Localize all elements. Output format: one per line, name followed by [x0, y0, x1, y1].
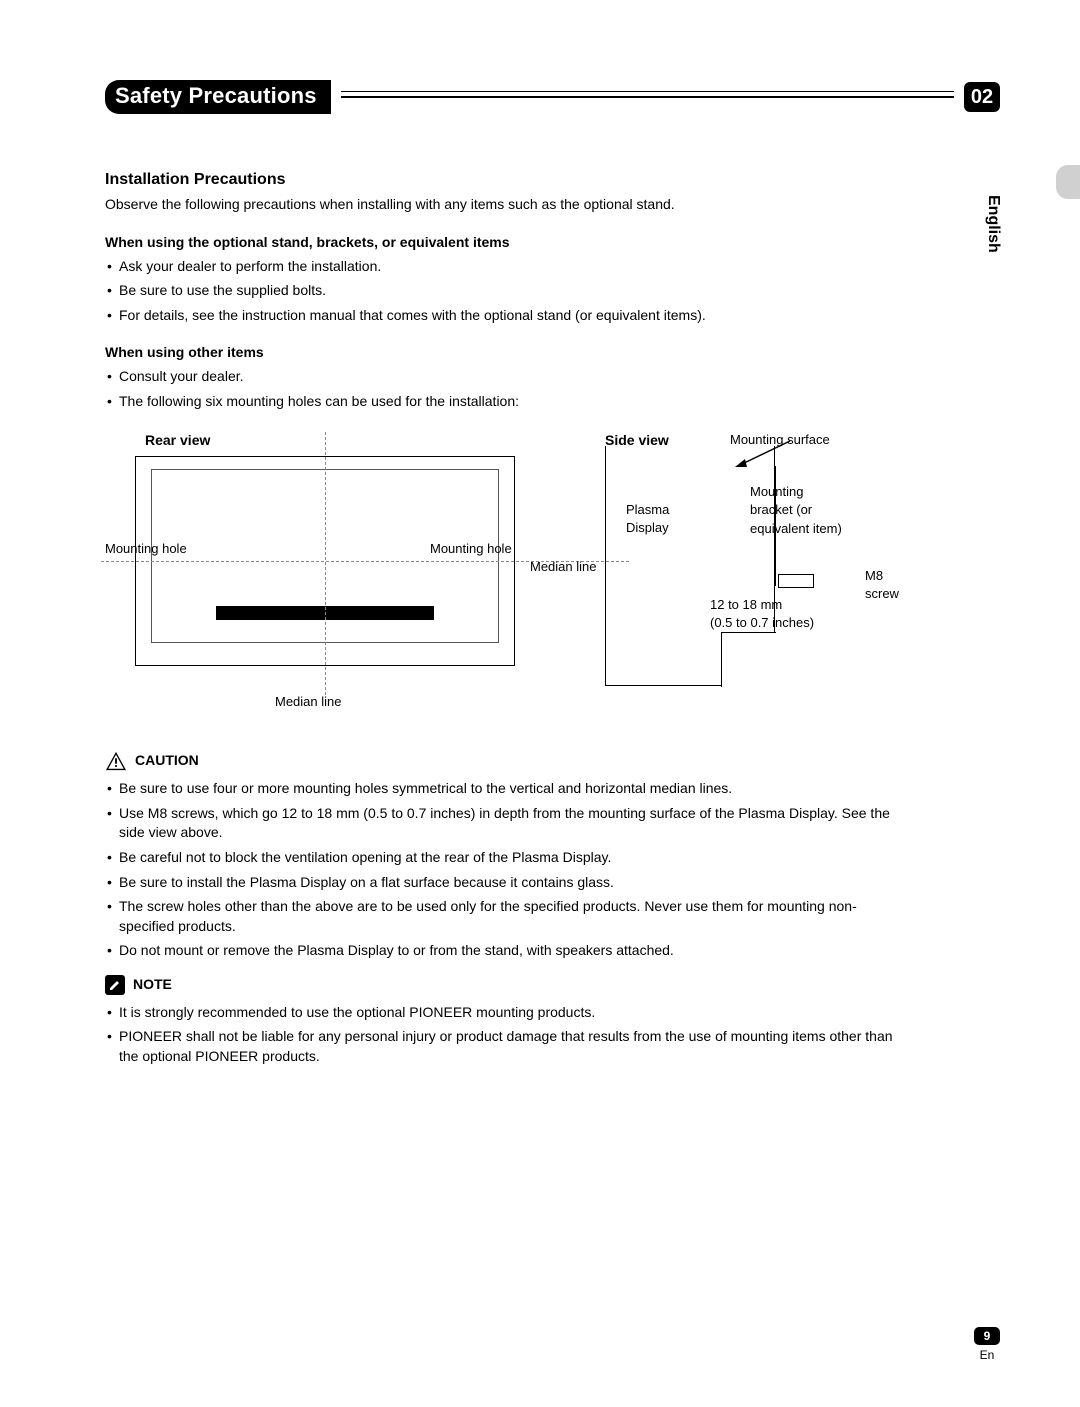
m8-screw-label: M8 screw — [865, 567, 905, 603]
page-language: En — [974, 1348, 1000, 1362]
list-item: Consult your dealer. — [107, 367, 905, 387]
list-item: The following six mounting holes can be … — [107, 392, 905, 412]
list-item: Be careful not to block the ventilation … — [107, 848, 905, 868]
list-item: Use M8 screws, which go 12 to 18 mm (0.5… — [107, 804, 905, 843]
diagram-area: Rear view Mounting hole Mounting hole Me… — [105, 431, 905, 711]
sub1-heading: When using the optional stand, brackets,… — [105, 233, 905, 253]
page-title: Safety Precautions — [105, 80, 331, 114]
list-item: Do not mount or remove the Plasma Displa… — [107, 941, 905, 961]
list-item: Be sure to use the supplied bolts. — [107, 281, 905, 301]
chapter-badge: 02 — [964, 82, 1000, 112]
page-number: 9 — [974, 1327, 1000, 1345]
caution-list: Be sure to use four or more mounting hol… — [105, 779, 905, 961]
section-intro: Observe the following precautions when i… — [105, 195, 905, 215]
rear-view-label: Rear view — [145, 431, 210, 451]
note-list: It is strongly recommended to use the op… — [105, 1003, 905, 1067]
depth-label: 12 to 18 mm (0.5 to 0.7 inches) — [710, 596, 814, 632]
sub2-heading: When using other items — [105, 343, 905, 363]
vertical-median-line — [325, 432, 326, 695]
sub1-list: Ask your dealer to perform the installat… — [105, 257, 905, 326]
list-item: It is strongly recommended to use the op… — [107, 1003, 905, 1023]
median-line-right-label: Median line — [530, 558, 597, 576]
warning-triangle-icon — [105, 751, 127, 771]
list-item: PIONEER shall not be liable for any pers… — [107, 1027, 905, 1066]
list-item: Be sure to use four or more mounting hol… — [107, 779, 905, 799]
list-item: Ask your dealer to perform the installat… — [107, 257, 905, 277]
note-label: NOTE — [133, 975, 172, 995]
section-heading: Installation Precautions — [105, 169, 905, 191]
median-line-bottom-label: Median line — [275, 693, 342, 711]
arrow-icon — [735, 439, 795, 469]
language-tab-bg — [1056, 165, 1080, 199]
side-cutout — [721, 632, 776, 687]
note-header: NOTE — [105, 975, 905, 995]
mounting-hole-left-label: Mounting hole — [105, 540, 200, 558]
list-item: The screw holes other than the above are… — [107, 897, 905, 936]
rear-view-diagram — [135, 456, 515, 666]
plasma-display-label: Plasma Display — [626, 501, 669, 537]
footer: 9 En — [974, 1327, 1000, 1362]
side-view-diagram: Plasma Display — [605, 446, 775, 686]
pencil-note-icon — [105, 975, 125, 995]
m8-screw-shape — [778, 574, 814, 588]
caution-header: CAUTION — [105, 751, 905, 771]
list-item: For details, see the instruction manual … — [107, 306, 905, 326]
content: Installation Precautions Observe the fol… — [105, 169, 905, 1067]
mounting-bracket-label: Mounting bracket (or equivalent item) — [750, 483, 842, 538]
mounting-hole-right-label: Mounting hole — [430, 540, 512, 558]
language-tab: English — [984, 195, 1002, 253]
sub2-list: Consult your dealer. The following six m… — [105, 367, 905, 411]
list-item: Be sure to install the Plasma Display on… — [107, 873, 905, 893]
header-row: Safety Precautions 02 — [105, 80, 1000, 114]
caution-label: CAUTION — [135, 751, 199, 771]
header-rule — [341, 96, 954, 98]
